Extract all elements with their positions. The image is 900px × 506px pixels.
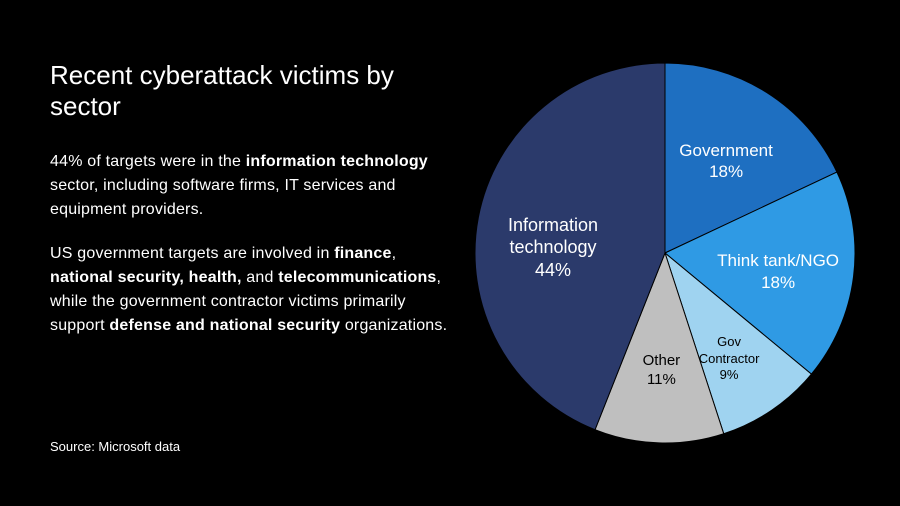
slide-title: Recent cyberattack victims by sector [50,60,450,122]
source-attribution: Source: Microsoft data [50,439,180,454]
pie-chart: Government18%Think tank/NGO18%GovContrac… [475,63,855,443]
text-column: Recent cyberattack victims by sector 44%… [50,60,470,466]
p2-sep2: and [242,269,279,286]
p2-bold-finance: finance [334,245,391,262]
p1-text: 44% of targets were in the [50,153,246,170]
p2-prefix: US government targets are involved in [50,245,334,262]
p1-bold-info-tech: information technology [246,153,428,170]
p2-sep1: , [392,245,397,262]
paragraph-1: 44% of targets were in the information t… [50,150,450,222]
p2-suffix: organizations. [340,317,447,334]
slide-container: Recent cyberattack victims by sector 44%… [0,0,900,506]
pie-svg [475,63,855,443]
p2-bold-defense: defense and national security [109,317,340,334]
chart-column: Government18%Think tank/NGO18%GovContrac… [470,60,860,466]
p2-bold-natsec-health: national security, health, [50,269,242,286]
p1-suffix: sector, including software firms, IT ser… [50,177,396,218]
paragraph-2: US government targets are involved in fi… [50,242,450,338]
p2-bold-telecom: telecommunications [278,269,436,286]
